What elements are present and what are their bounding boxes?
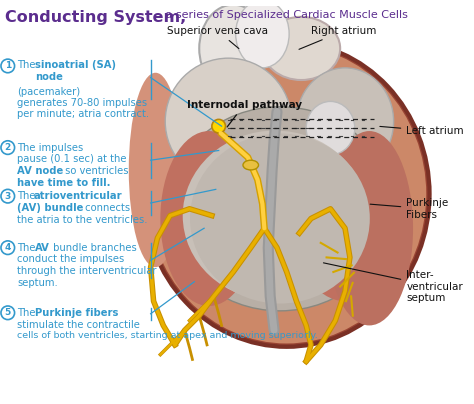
Text: 2: 2 [5,143,11,152]
Text: sinoatrial (SA)
node: sinoatrial (SA) node [35,60,116,82]
Ellipse shape [306,101,355,155]
Ellipse shape [263,17,340,80]
Text: a series of Specialized Cardiac Muscle Cells: a series of Specialized Cardiac Muscle C… [162,10,408,19]
Text: Purkinje
Fibers: Purkinje Fibers [370,198,448,220]
Text: AV node: AV node [18,166,64,176]
Ellipse shape [190,133,370,303]
Text: Conducting System,: Conducting System, [5,10,186,25]
Ellipse shape [292,136,399,301]
Text: (AV) bundle: (AV) bundle [18,203,84,213]
Text: septum.: septum. [18,278,58,288]
Text: The: The [18,308,39,318]
Ellipse shape [160,131,257,306]
Circle shape [1,241,15,255]
Text: Left atrium: Left atrium [380,126,464,136]
Text: have time to fill.: have time to fill. [18,178,111,188]
Ellipse shape [199,5,267,92]
Text: pause (0.1 sec) at the: pause (0.1 sec) at the [18,154,127,164]
Text: per minute; atria contract.: per minute; atria contract. [18,109,150,119]
Text: (pacemaker): (pacemaker) [18,87,81,97]
Text: Purkinje fibers: Purkinje fibers [35,308,118,318]
Text: Superior vena cava: Superior vena cava [167,26,268,48]
Text: The: The [18,60,39,70]
Text: cells of both ventricles, starting at apex and moving superiorly.: cells of both ventricles, starting at ap… [18,331,318,340]
Text: Inter-
ventricular
septum: Inter- ventricular septum [323,263,463,303]
Text: generates 70-80 impulses: generates 70-80 impulses [18,98,147,108]
Text: The: The [18,243,39,253]
Text: through the interventricular: through the interventricular [18,266,157,276]
Circle shape [212,120,226,133]
Text: The: The [18,191,39,201]
Circle shape [1,59,15,73]
Text: the atria to the ventricles.: the atria to the ventricles. [18,215,148,225]
Text: Internodal pathway: Internodal pathway [187,100,302,127]
Text: Right atrium: Right atrium [299,26,376,49]
Ellipse shape [236,0,289,68]
Ellipse shape [326,131,413,326]
Text: AV: AV [35,243,50,253]
Circle shape [1,141,15,154]
Ellipse shape [165,58,292,185]
Text: The impulses: The impulses [18,143,84,153]
Ellipse shape [243,160,258,170]
Text: 5: 5 [5,308,11,317]
Circle shape [1,306,15,320]
Text: bundle branches: bundle branches [50,243,137,253]
Text: connects: connects [82,203,130,213]
Ellipse shape [129,73,182,267]
Text: 1: 1 [5,61,11,70]
Text: so ventricles: so ventricles [62,166,129,176]
Text: 3: 3 [5,191,11,201]
Text: 4: 4 [5,243,11,252]
Ellipse shape [168,107,392,311]
Ellipse shape [182,130,367,301]
Text: stimulate the contractile: stimulate the contractile [18,320,140,330]
Ellipse shape [296,68,393,175]
Ellipse shape [146,44,428,345]
Text: conduct the impulses: conduct the impulses [18,255,125,265]
Circle shape [1,189,15,203]
Text: atrioventricular: atrioventricular [34,191,123,201]
